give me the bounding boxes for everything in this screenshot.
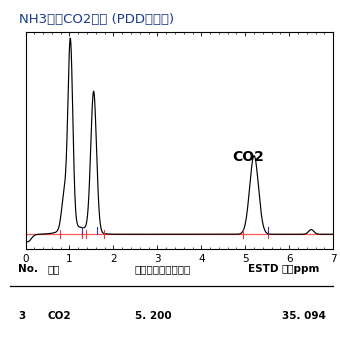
Text: ESTD: ESTD (248, 264, 278, 274)
Text: 名前: 名前 (47, 264, 60, 274)
Text: NH3中のCO2分析 (PDD検出器): NH3中のCO2分析 (PDD検出器) (19, 13, 174, 26)
Text: CO2: CO2 (47, 311, 71, 321)
Text: CO2: CO2 (232, 150, 264, 163)
Text: 濃度ppm: 濃度ppm (282, 264, 320, 274)
Text: 5. 200: 5. 200 (135, 311, 171, 321)
Text: 35. 094: 35. 094 (282, 311, 325, 321)
Text: No.: No. (18, 264, 38, 274)
Text: リテンションタイム: リテンションタイム (135, 264, 191, 274)
Text: 3: 3 (18, 311, 26, 321)
